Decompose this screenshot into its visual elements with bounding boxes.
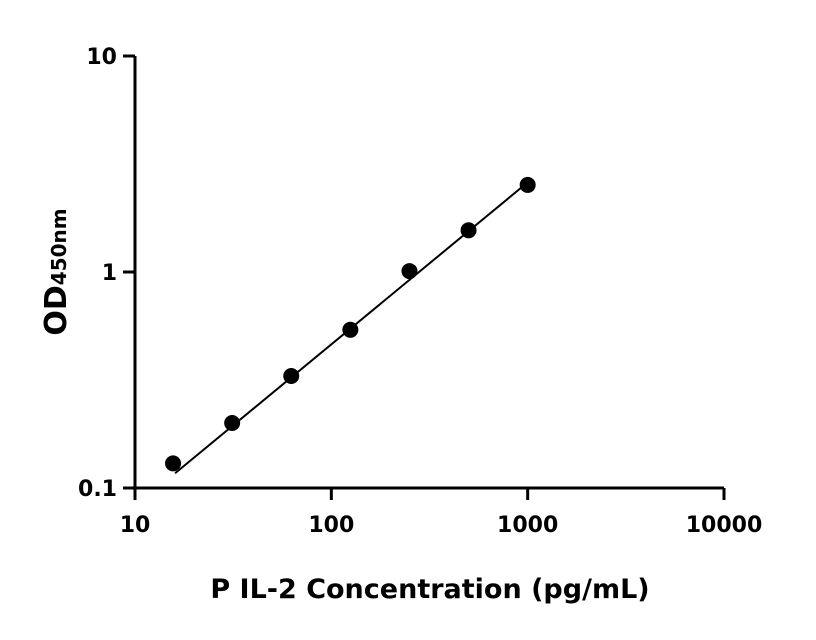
data-point [342, 321, 359, 338]
data-point [224, 414, 241, 431]
data-point [460, 222, 477, 239]
x-tick-label: 100 [308, 513, 354, 538]
x-axis-label: P IL-2 Concentration (pg/mL) [210, 574, 649, 605]
marks [165, 176, 536, 475]
x-tick-label: 10000 [686, 513, 763, 538]
y-axis-label: OD450nm [39, 208, 74, 335]
data-point [401, 263, 418, 280]
data-point [165, 455, 182, 472]
x-tick-label: 1000 [497, 513, 558, 538]
y-axis-label-main: OD [39, 285, 74, 335]
y-axis-label-sub: 450nm [47, 208, 71, 285]
y-tick-label: 0.1 [78, 477, 117, 502]
x-tick-label: 10 [120, 513, 151, 538]
data-point [283, 368, 300, 385]
axes: 10 100 1000 10000 0.1 1 10 [78, 45, 762, 538]
data-point [519, 176, 536, 193]
y-tick-label: 10 [86, 45, 117, 70]
y-tick-label: 1 [102, 261, 117, 286]
